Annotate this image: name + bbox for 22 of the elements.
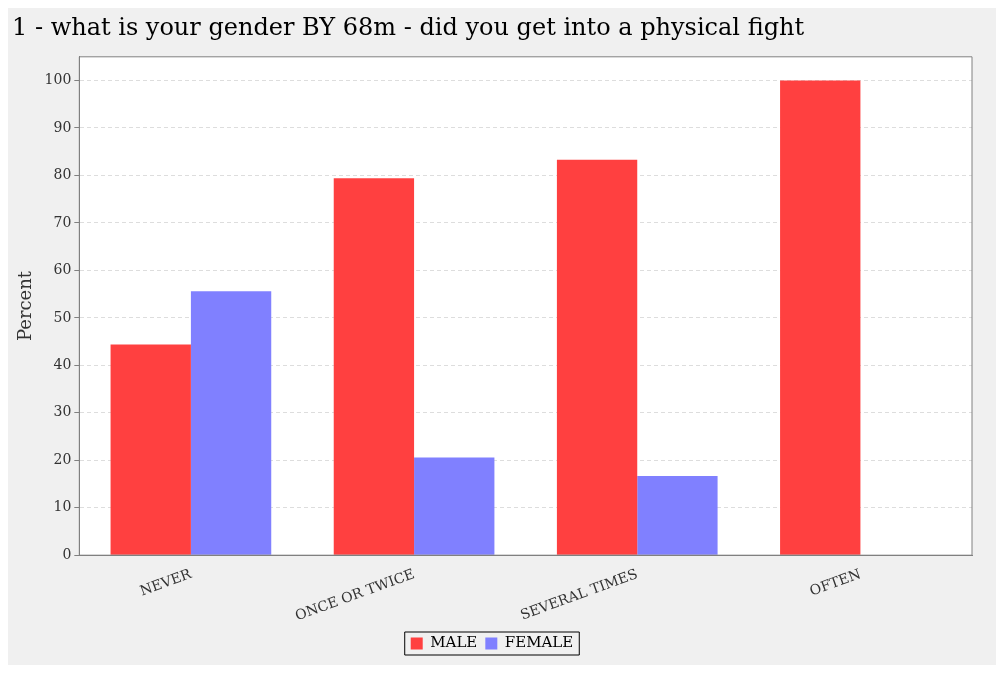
y-tick-label: 60 [53,261,72,278]
bar [333,178,415,555]
y-tick-label: 20 [53,450,72,467]
y-tick-label: 10 [53,498,72,515]
y-tick-label: 50 [53,308,72,325]
legend-label: MALE [430,633,478,652]
y-axis-title: Percent [14,270,36,342]
y-tick-label: 70 [53,213,72,230]
y-tick-label: 0 [62,545,72,562]
y-tick-label: 80 [53,166,72,183]
chart-title: 1 - what is your gender BY 68m - did you get into a physical fight [12,12,805,41]
bar [190,291,272,555]
legend-label: FEMALE [504,633,574,652]
y-tick-label: 90 [53,118,72,135]
bar [414,457,495,555]
bar [110,344,191,555]
bar [780,80,861,555]
bar [556,159,638,555]
y-tick-label: 30 [53,403,72,420]
y-tick-label: 40 [53,355,72,372]
bar [637,475,718,555]
y-tick-label: 100 [44,71,72,88]
